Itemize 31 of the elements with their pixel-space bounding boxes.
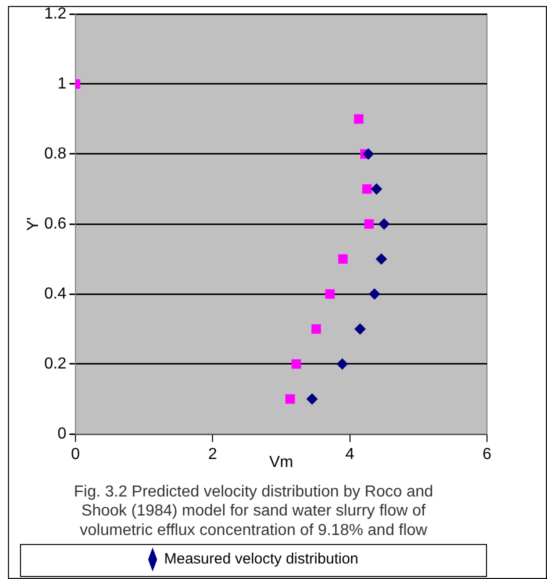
y-tick-label: 0.8 xyxy=(44,145,67,162)
y-tick-label: 0.4 xyxy=(44,285,67,302)
point xyxy=(285,394,295,404)
point xyxy=(378,218,390,230)
y-tick-label: 1.2 xyxy=(44,5,67,22)
x-tick-label: 6 xyxy=(482,446,492,464)
x-tick-label: 4 xyxy=(345,446,354,464)
point xyxy=(371,184,382,194)
point xyxy=(362,148,374,160)
point xyxy=(292,359,302,369)
legend-label: Measured velocty distribution xyxy=(164,550,358,568)
y-tick-label: 0.2 xyxy=(44,355,67,372)
point xyxy=(376,254,387,264)
point xyxy=(325,289,335,299)
point xyxy=(369,288,380,300)
point xyxy=(306,394,318,404)
y-tick-label: 1 xyxy=(58,75,67,92)
point xyxy=(354,114,364,124)
x-axis-title: Vm xyxy=(269,454,294,472)
x-tick-label: 0 xyxy=(70,446,80,464)
y-tick-label: 0 xyxy=(58,425,67,442)
point xyxy=(336,358,348,370)
point xyxy=(362,184,372,194)
y-axis-title: Y' xyxy=(25,217,42,231)
point xyxy=(354,324,366,334)
text: Fig. 3.2 Predicted velocity distribution by Roco and Shook (1984) model for sand water slurry flow of volumetric efflux concentration of 9.18% and flow xyxy=(74,483,434,539)
point xyxy=(338,254,348,264)
point xyxy=(364,219,374,229)
point xyxy=(311,324,321,334)
y-tick-label: 0.6 xyxy=(44,215,67,232)
x-tick-label: 2 xyxy=(208,446,218,464)
